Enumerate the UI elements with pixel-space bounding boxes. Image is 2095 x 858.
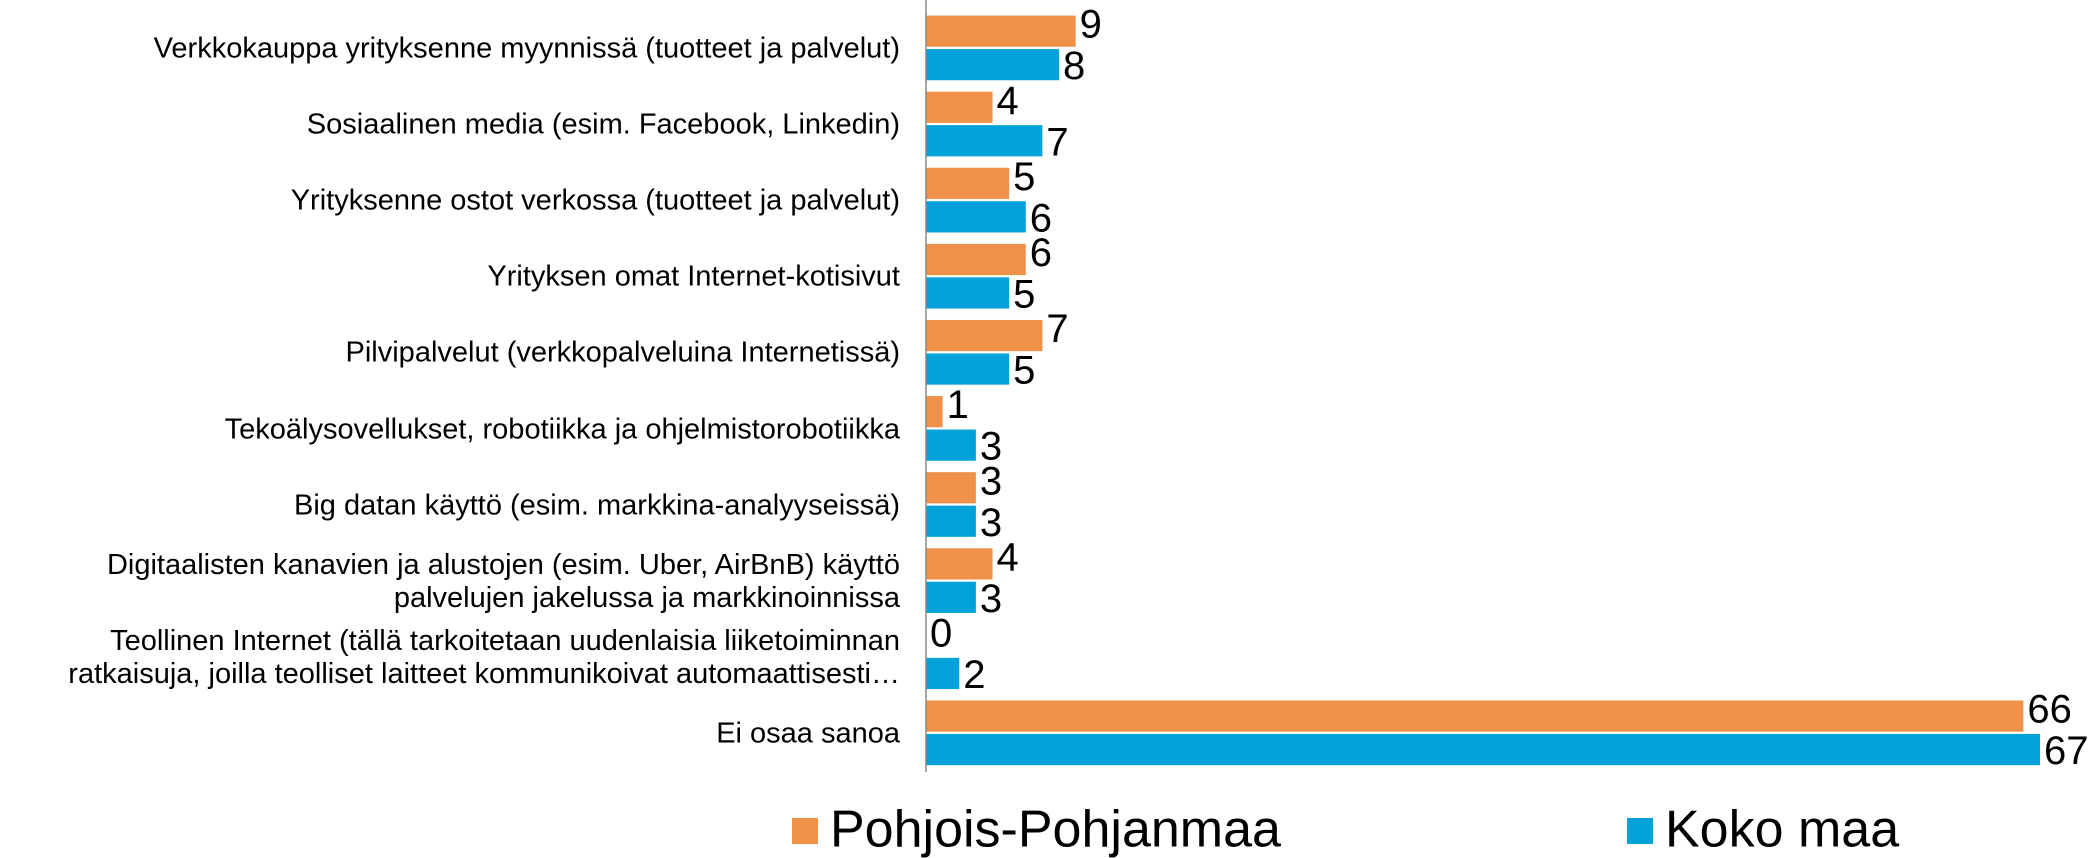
legend-swatch <box>1627 818 1653 844</box>
bar <box>926 319 1043 352</box>
bar <box>926 733 2040 766</box>
data-label: 6 <box>1030 231 1052 275</box>
data-label: 7 <box>1046 307 1068 351</box>
legend-label: Pohjois-Pohjanmaa <box>830 801 1281 858</box>
data-label: 67 <box>2044 729 2089 773</box>
bar <box>926 581 976 613</box>
data-label: 0 <box>930 612 952 656</box>
category-label: Pilvipalvelut (verkkopalveluina Internet… <box>345 336 900 369</box>
data-label: 2 <box>963 653 985 697</box>
bar <box>926 15 1076 47</box>
data-label: 5 <box>1013 273 1035 317</box>
legend-label: Koko maa <box>1665 801 1899 858</box>
category-label: Yrityksenne ostot verkossa (tuotteet ja … <box>290 184 900 217</box>
data-label: 3 <box>980 425 1002 469</box>
bar <box>926 657 960 690</box>
category-label: Verkkokauppa yrityksenne myynnissä (tuot… <box>153 32 900 65</box>
data-label: 3 <box>980 459 1002 503</box>
legend-swatch <box>792 818 818 844</box>
bar <box>926 277 1010 309</box>
bar <box>926 353 1010 385</box>
data-label: 3 <box>980 577 1002 621</box>
data-label: 8 <box>1063 44 1085 88</box>
category-label: Teollinen Internet (tällä tarkoitetaan u… <box>68 624 900 690</box>
category-label: Digitaalisten kanavien ja alustojen (esi… <box>106 548 900 614</box>
bar <box>926 243 1026 276</box>
category-label: Tekoälysovellukset, robotiikka ja ohjelm… <box>224 413 900 446</box>
bar <box>926 49 1060 81</box>
data-label: 4 <box>997 79 1019 123</box>
data-label: 4 <box>997 535 1019 579</box>
data-label: 3 <box>980 501 1002 545</box>
category-label: Big datan käyttö (esim. markkina-analyys… <box>293 489 900 522</box>
category-label: Sosiaalinen media (esim. Facebook, Linke… <box>306 108 900 141</box>
data-label: 1 <box>947 383 969 427</box>
data-label: 5 <box>1013 349 1035 393</box>
bar <box>926 396 943 428</box>
bar <box>926 472 976 504</box>
bar <box>926 700 2024 732</box>
data-label: 6 <box>1030 196 1052 240</box>
bar <box>926 201 1026 233</box>
data-label: 5 <box>1013 155 1035 199</box>
data-label: 7 <box>1046 120 1068 164</box>
bar <box>926 548 993 580</box>
category-label: Ei osaa sanoa <box>716 717 900 750</box>
bar <box>926 125 1043 157</box>
bar <box>926 429 976 461</box>
bar <box>926 91 993 123</box>
bar <box>926 167 1010 199</box>
category-label: Yrityksen omat Internet-kotisivut <box>487 260 900 293</box>
data-label: 9 <box>1080 3 1102 47</box>
data-label: 66 <box>2027 688 2071 732</box>
bar <box>926 505 976 537</box>
